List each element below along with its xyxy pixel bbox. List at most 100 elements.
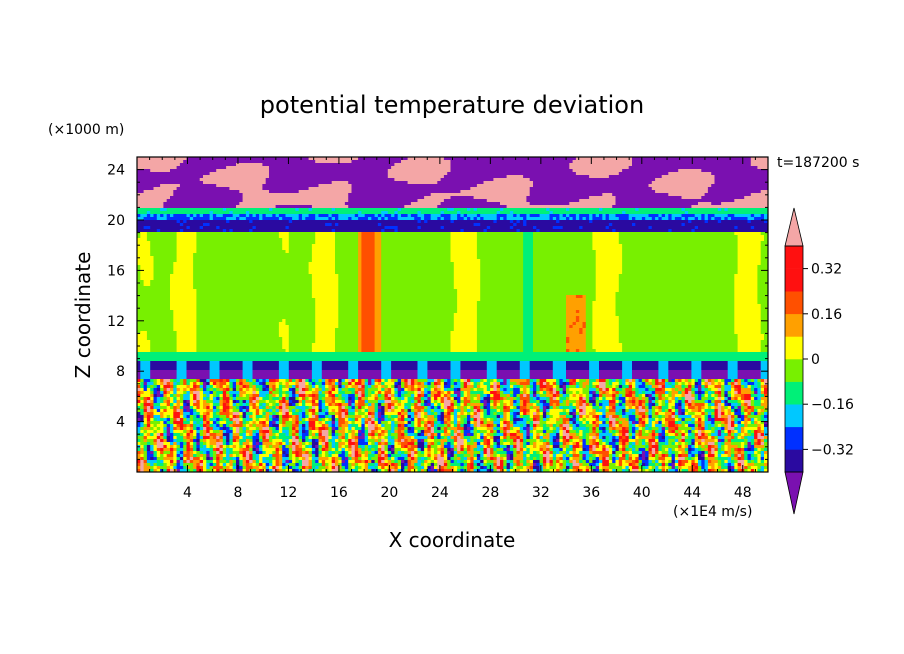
field-cell <box>622 175 626 179</box>
field-cell <box>605 193 610 197</box>
field-cell <box>189 157 194 161</box>
field-cell <box>608 193 613 197</box>
field-cell <box>754 232 758 236</box>
field-cell <box>678 229 682 233</box>
field-cell <box>275 178 280 182</box>
field-cell <box>476 220 481 224</box>
field-cell <box>579 205 583 209</box>
field-cell <box>605 187 610 191</box>
field-cell <box>486 166 491 170</box>
field-cell <box>714 181 719 185</box>
field-cell <box>447 223 451 227</box>
field-cell <box>391 184 395 188</box>
field-cell <box>490 160 494 164</box>
field-cell <box>407 184 412 188</box>
field-cell <box>496 157 501 161</box>
field-cell <box>559 229 564 233</box>
field-cell <box>698 175 702 179</box>
field-cell <box>143 202 148 206</box>
field-cell <box>463 181 468 185</box>
field-cell <box>292 169 296 173</box>
field-cell <box>368 187 372 191</box>
field-cell <box>635 160 639 164</box>
field-cell <box>440 160 445 164</box>
field-cell <box>651 163 656 167</box>
field-cell <box>361 223 366 227</box>
field-cell <box>599 163 603 167</box>
field-cell <box>681 184 686 188</box>
field-cell <box>467 175 471 179</box>
field-cell <box>704 214 709 218</box>
field-cell <box>196 211 201 215</box>
field-cell <box>707 172 712 176</box>
field-cell <box>592 157 597 161</box>
field-cell <box>150 223 154 227</box>
field-cell <box>364 181 369 185</box>
field-cell <box>496 214 501 218</box>
field-cell <box>684 181 689 185</box>
field-cell <box>160 211 164 215</box>
field-cell <box>179 202 184 206</box>
field-cell <box>757 223 762 227</box>
field-cell <box>678 211 682 215</box>
field-cell <box>404 166 408 170</box>
field-cell <box>734 223 738 227</box>
field-cell <box>764 184 768 188</box>
field-cell <box>354 190 359 194</box>
field-cell <box>275 166 280 170</box>
field-cell <box>173 184 177 188</box>
field-cell <box>671 187 676 191</box>
field-cell <box>727 214 732 218</box>
field-cell <box>605 190 610 194</box>
field-cell <box>533 199 537 203</box>
field-cell <box>533 223 537 227</box>
field-cell <box>734 157 738 161</box>
field-cell <box>493 178 498 182</box>
field-cell <box>569 169 573 173</box>
field-cell <box>757 163 762 167</box>
field-cell <box>335 187 339 191</box>
field-cell <box>635 187 639 191</box>
field-cell <box>295 178 300 182</box>
field-cell <box>424 208 428 212</box>
field-cell <box>265 229 270 233</box>
field-cell <box>434 157 438 161</box>
field-cell <box>417 187 422 191</box>
field-cell <box>747 160 752 164</box>
field-cell <box>325 199 329 203</box>
field-cell <box>203 181 207 185</box>
field-cell <box>552 229 557 233</box>
field-cell <box>516 214 521 218</box>
field-cell <box>160 184 164 188</box>
field-cell <box>179 214 184 218</box>
field-cell <box>328 220 333 224</box>
field-cell <box>374 169 379 173</box>
field-cell <box>503 172 507 176</box>
field-cell <box>338 217 342 221</box>
field-cell <box>371 172 375 176</box>
field-cell <box>170 208 174 212</box>
field-cell <box>707 208 712 212</box>
field-cell <box>179 166 184 170</box>
field-cell <box>387 187 392 191</box>
field-cell <box>374 223 379 227</box>
field-cell <box>166 181 171 185</box>
field-cell <box>427 157 432 161</box>
field-cell <box>397 187 402 191</box>
field-cell <box>684 220 689 224</box>
field-cell <box>737 229 742 233</box>
field-cell <box>265 175 270 179</box>
field-cell <box>443 217 448 221</box>
field-cell <box>166 229 171 233</box>
field-cell <box>721 223 725 227</box>
field-cell <box>638 169 643 173</box>
field-cell <box>513 196 517 200</box>
field-cell <box>183 232 187 236</box>
field-cell <box>447 211 451 215</box>
field-cell <box>315 163 319 167</box>
field-cell <box>407 160 412 164</box>
field-cell <box>209 184 214 188</box>
field-cell <box>579 217 583 221</box>
field-cell <box>249 166 253 170</box>
field-cell <box>193 181 197 185</box>
